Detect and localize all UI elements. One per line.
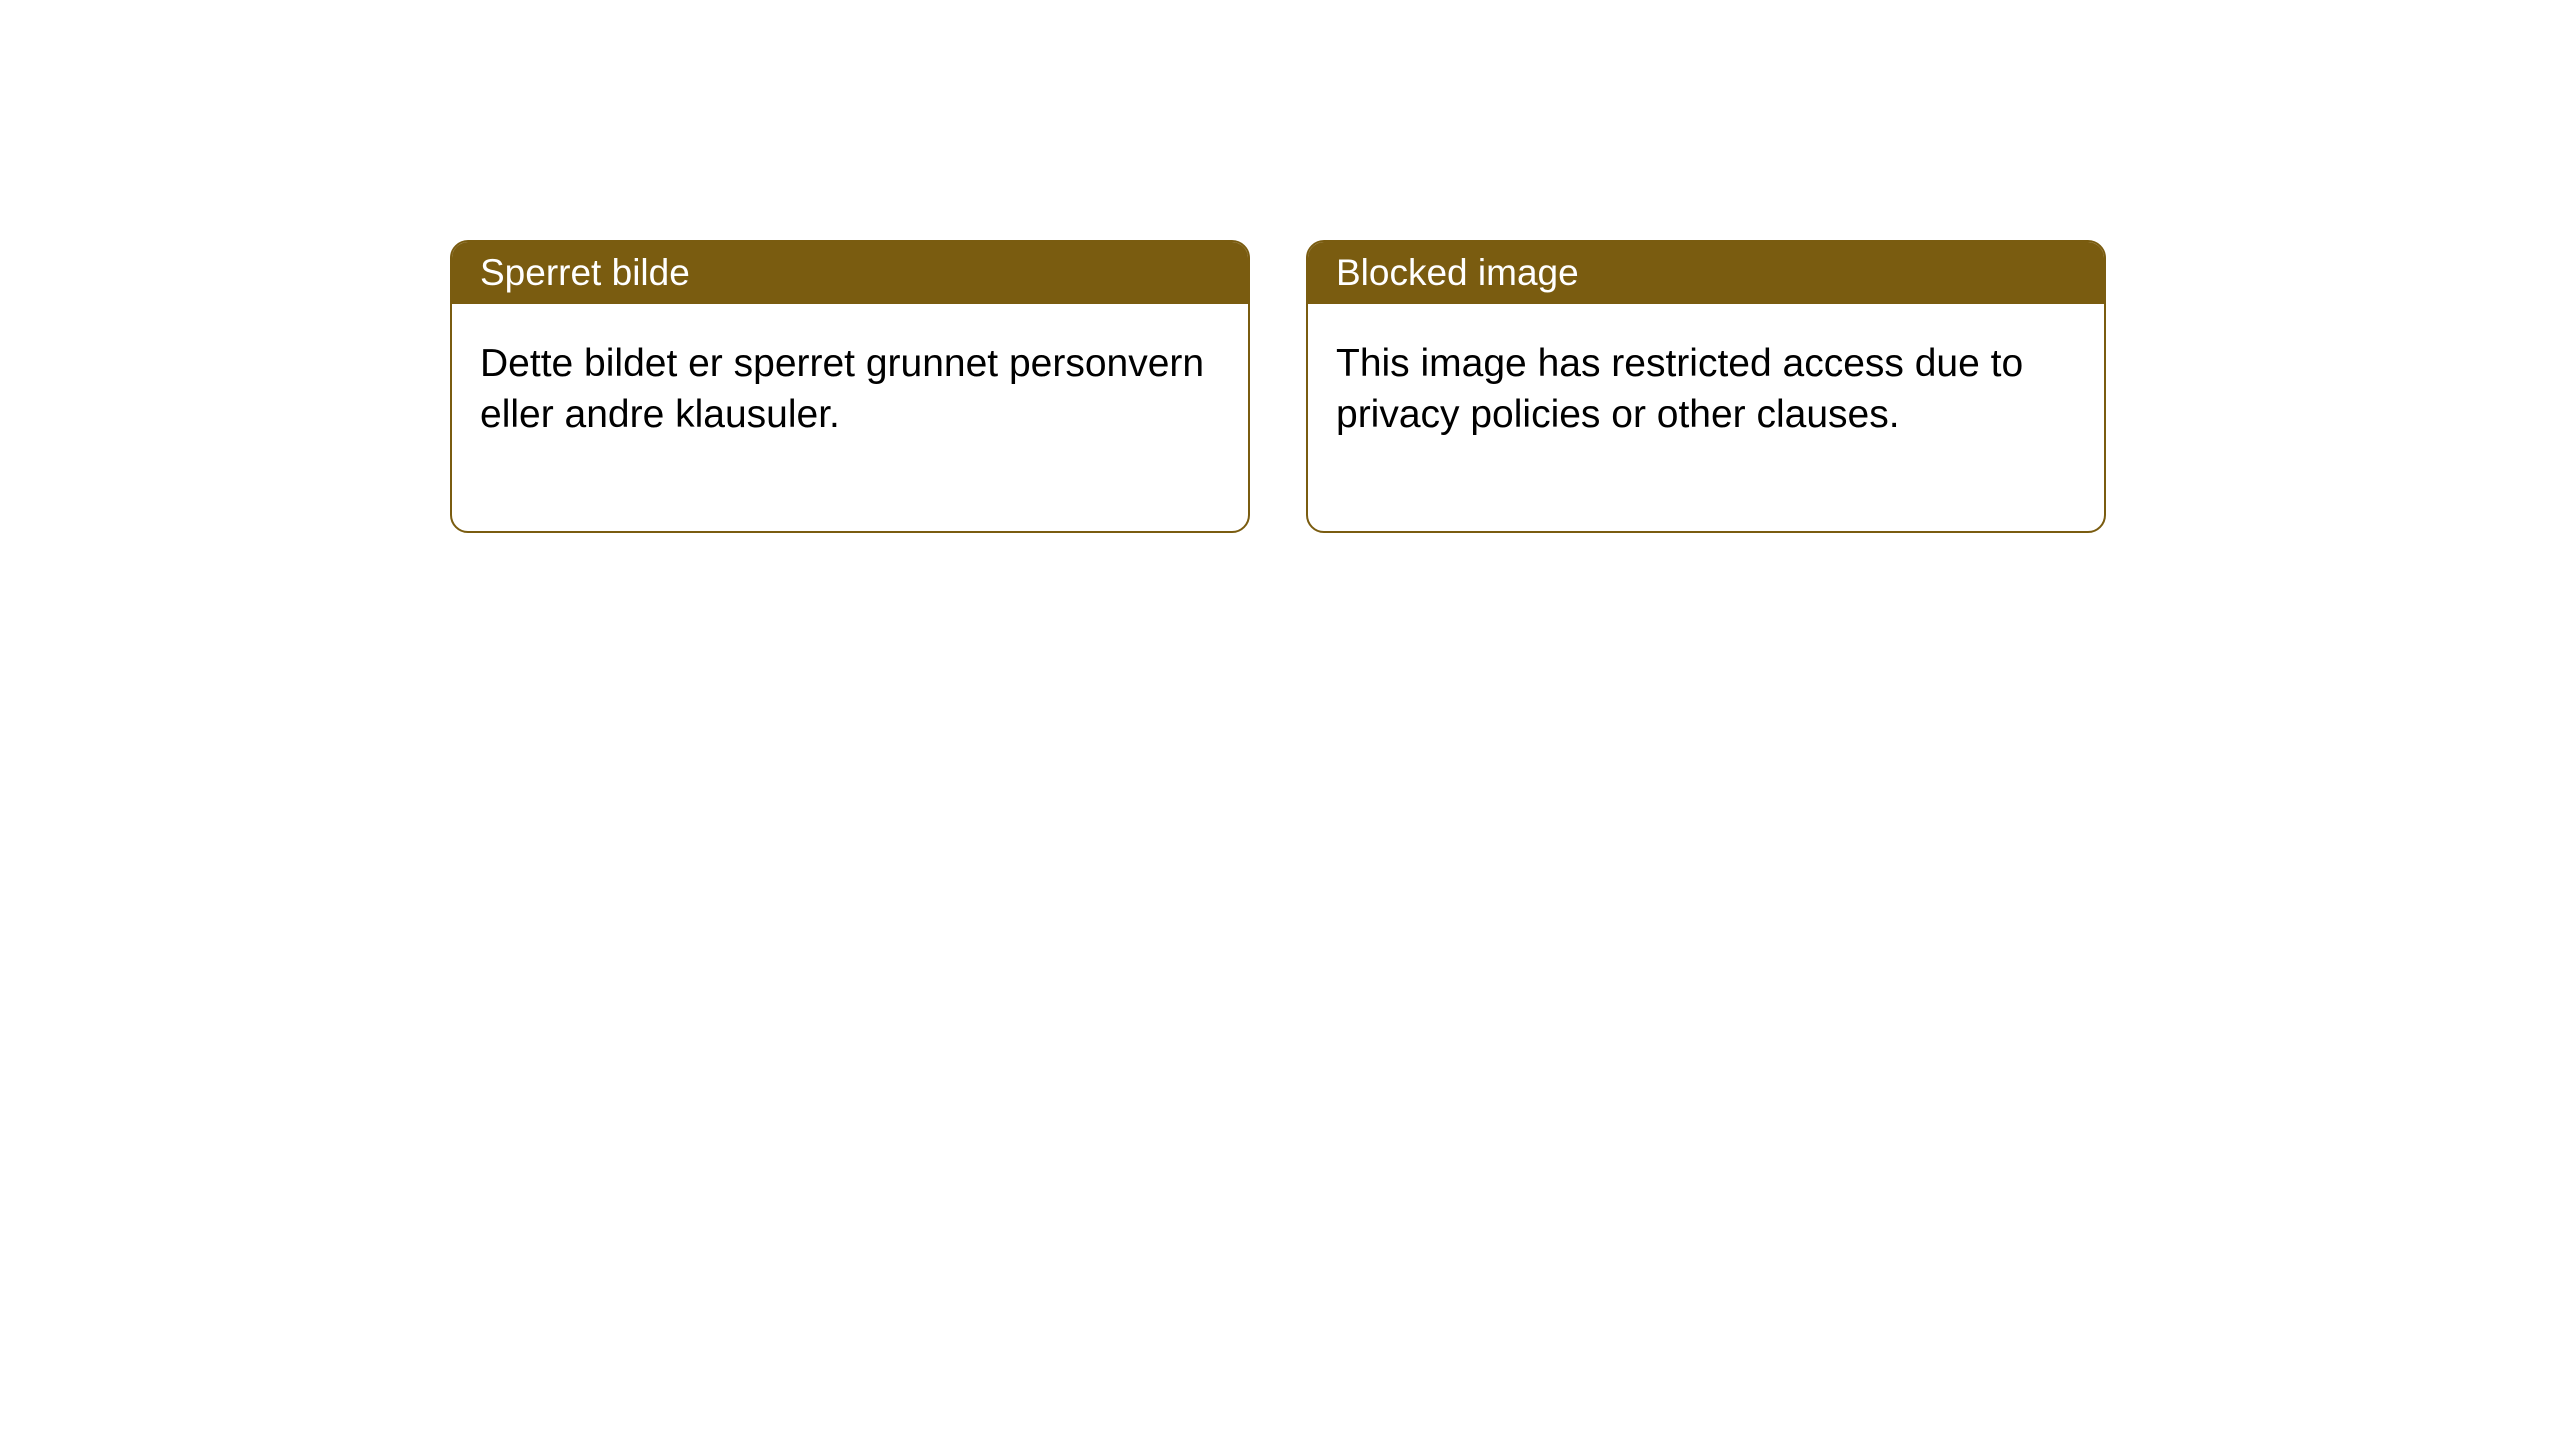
card-title: Blocked image	[1336, 252, 1579, 293]
card-header-norwegian: Sperret bilde	[452, 242, 1248, 304]
card-english: Blocked image This image has restricted …	[1306, 240, 2106, 533]
card-body-english: This image has restricted access due to …	[1308, 304, 2104, 531]
card-message: This image has restricted access due to …	[1336, 342, 2023, 436]
card-body-norwegian: Dette bildet er sperret grunnet personve…	[452, 304, 1248, 531]
blocked-image-cards: Sperret bilde Dette bildet er sperret gr…	[450, 240, 2560, 533]
card-message: Dette bildet er sperret grunnet personve…	[480, 342, 1204, 436]
card-header-english: Blocked image	[1308, 242, 2104, 304]
card-norwegian: Sperret bilde Dette bildet er sperret gr…	[450, 240, 1250, 533]
card-title: Sperret bilde	[480, 252, 690, 293]
